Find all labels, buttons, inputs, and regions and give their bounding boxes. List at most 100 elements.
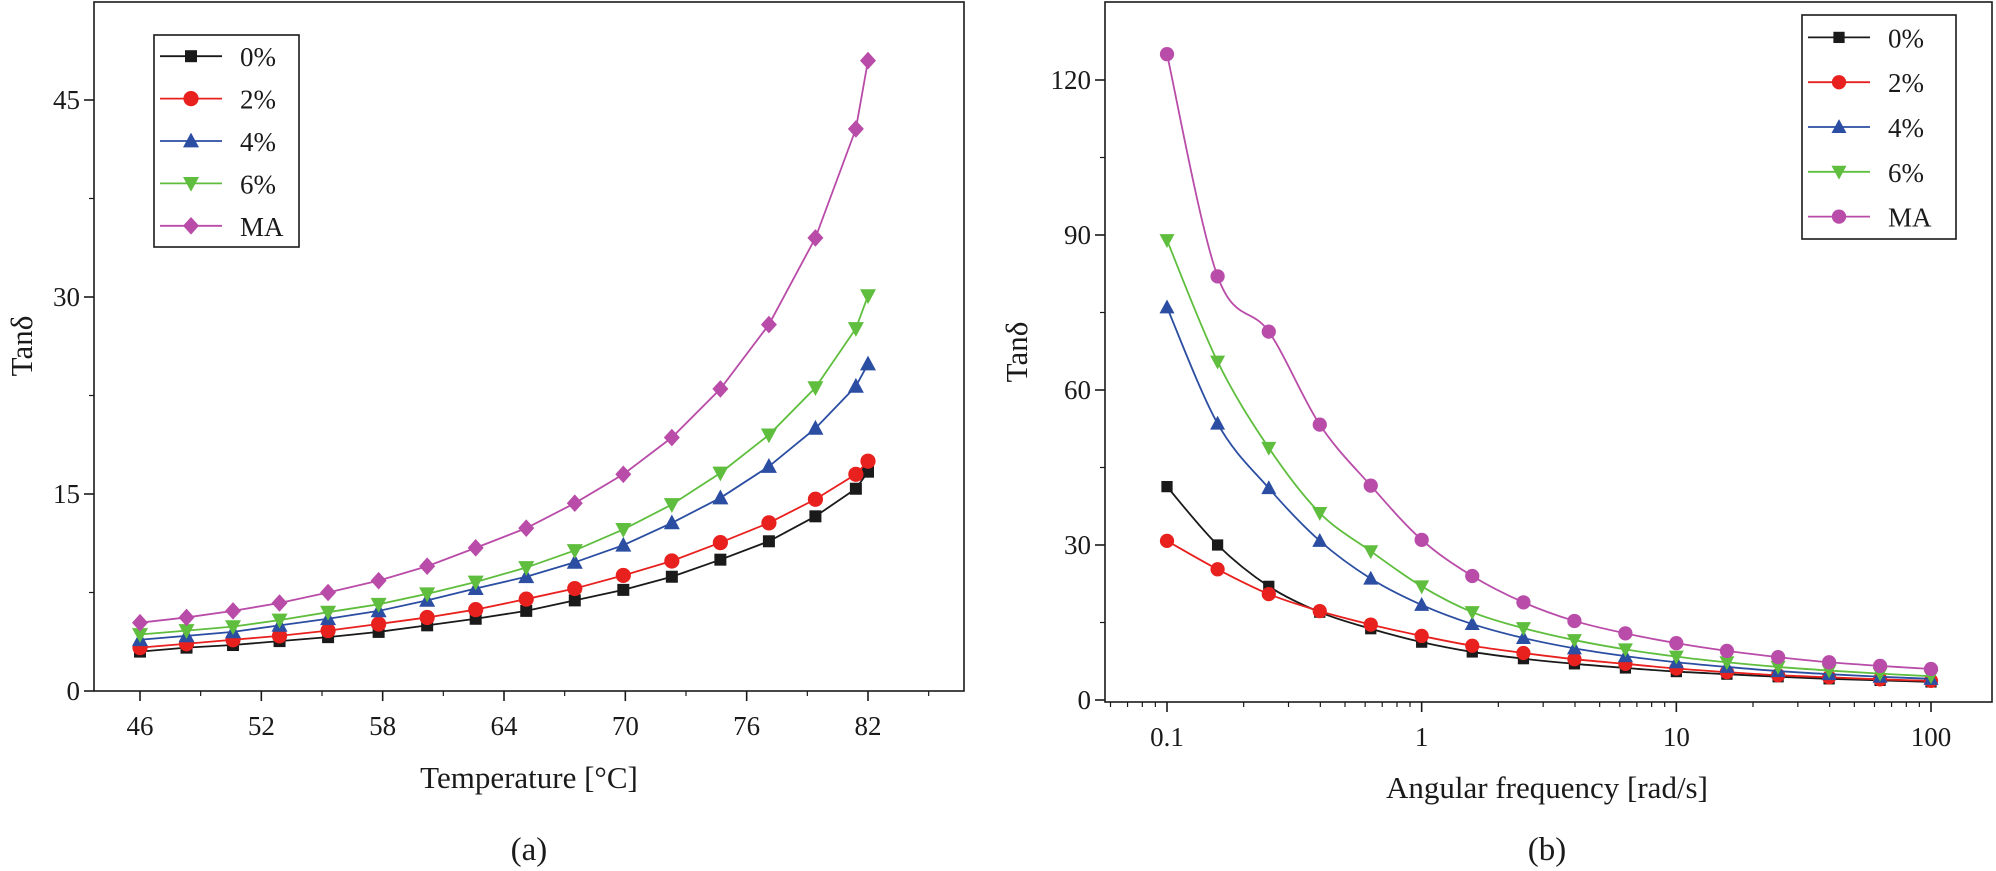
data-point [566,494,583,512]
data-point [807,491,824,507]
data-point [419,587,436,603]
data-point [1414,580,1430,595]
data-point [225,620,242,636]
data-point [1669,636,1684,651]
series-line [1166,540,1932,682]
data-point [1821,655,1837,670]
data-point [807,419,824,435]
y-axis-ticks: 0 30 60 90 120 [1051,65,1105,715]
data-point [862,465,874,478]
legend-label: 0% [240,42,276,72]
data-point [615,523,632,538]
y-tick-label: 60 [1064,375,1091,405]
data-point [714,553,727,566]
legend-label: 6% [240,169,276,199]
legend-marker [1831,75,1847,90]
data-point [615,465,632,484]
data-point [1567,613,1582,629]
plot-frame [1104,1,1993,703]
data-point [1414,532,1429,547]
series-4pct [132,355,876,647]
series-line [1166,53,1932,670]
y-tick-label: 90 [1064,220,1091,250]
panel-label: (b) [1528,832,1566,868]
panel-label: (a) [511,832,548,868]
data-point [371,616,387,632]
data-point [468,601,484,618]
data-point [419,609,435,626]
series-line [1166,239,1932,678]
legend-item: MA [160,212,284,242]
legend-label: 2% [1888,68,1924,98]
data-point [1465,638,1480,653]
legend-marker [185,50,197,63]
data-point [1414,628,1429,644]
data-point [1465,568,1480,584]
data-point [320,583,337,602]
data-point [1312,417,1327,432]
data-point [760,315,777,334]
data-point [320,622,336,639]
data-point [762,535,775,548]
data-point [271,628,288,644]
data-point [1567,652,1582,667]
legend-marker [183,132,199,148]
data-point [809,510,822,523]
data-point [1210,269,1225,284]
data-point [1668,650,1684,665]
data-point [370,597,387,613]
data-point [615,567,631,584]
data-point [860,51,876,70]
data-point [1464,616,1480,631]
data-point [567,580,583,597]
legend-marker [1831,165,1847,180]
legend-label: 4% [240,127,276,157]
x-axis-title: Angular frequency [rad/s] [1386,770,1708,805]
data-point [1363,478,1378,493]
y-tick-label: 15 [53,479,80,509]
data-point [712,534,728,551]
legend-marker [183,177,199,192]
y-axis-ticks: 0 15 30 45 [53,85,94,706]
legend-item: 6% [1808,158,1924,188]
series-line [1166,486,1932,683]
data-point [1414,597,1430,611]
x-tick-label: 82 [855,711,882,741]
legend-item: 0% [160,42,276,72]
series-line [139,363,869,641]
x-tick-label: 76 [733,711,760,741]
data-point [178,624,195,639]
series-6pct [132,289,876,643]
y-tick-label: 0 [1078,685,1092,715]
legend-marker [183,91,199,107]
series-line [139,295,869,636]
series-2pct [132,453,876,656]
data-point [1210,415,1226,430]
data-point [1872,658,1888,674]
data-point [1719,643,1735,659]
data-point [132,613,148,632]
series-0pct [134,465,874,658]
data-point [1261,441,1277,456]
data-point [1363,617,1378,632]
y-tick-label: 30 [53,282,80,312]
data-point [1617,643,1633,658]
data-point [712,466,729,482]
data-point [520,604,533,617]
data-point [663,498,680,513]
data-point [467,575,484,591]
data-point [1159,47,1175,62]
y-axis-title: Tanδ [999,322,1034,383]
data-point [663,428,680,447]
data-point [664,553,680,569]
chart-panel-a: 46 52 58 64 70 76 82 0 15 30 45 Temperature [°C] Tan… [4,1,965,868]
series-6pct [1159,234,1939,685]
data-point [518,591,534,607]
data-point [807,229,824,247]
data-point [320,605,337,621]
x-tick-label: 46 [127,711,154,741]
data-point [419,557,436,576]
legend-item: 2% [1808,68,1924,98]
data-point [807,381,824,397]
data-point [761,515,777,531]
